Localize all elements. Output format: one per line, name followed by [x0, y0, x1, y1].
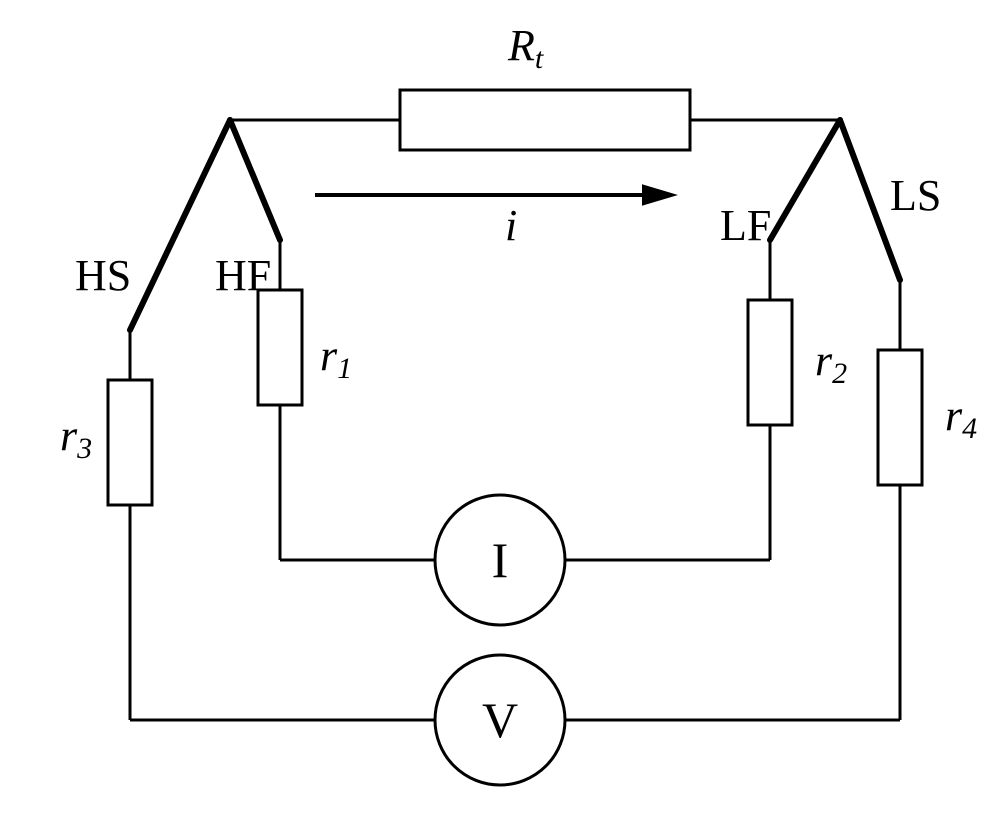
label-LS: LS [890, 171, 941, 220]
resistor-rt [400, 90, 690, 150]
resistor-r1 [258, 290, 302, 405]
label-LF: LF [720, 201, 771, 250]
resistor-r2 [748, 300, 792, 425]
label-HF: HF [215, 251, 271, 300]
resistor-r3 [108, 380, 152, 505]
label-i: i [505, 201, 517, 250]
label-HS: HS [75, 251, 131, 300]
meter-i-label: I [492, 532, 509, 588]
meter-v-label: V [482, 692, 518, 748]
resistor-r4 [878, 350, 922, 485]
